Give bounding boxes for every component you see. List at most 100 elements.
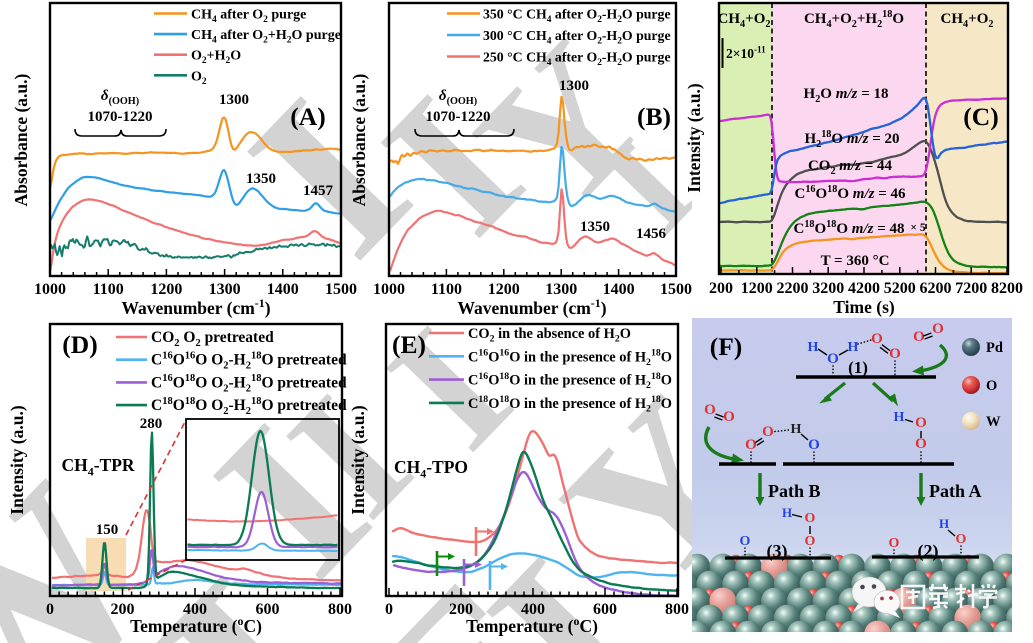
svg-text:400: 400 bbox=[183, 601, 207, 618]
svg-text:Time (s): Time (s) bbox=[833, 297, 895, 317]
svg-text:CO2 m/z = 44: CO2 m/z = 44 bbox=[808, 158, 893, 177]
svg-text:O: O bbox=[932, 321, 944, 337]
svg-text:7200: 7200 bbox=[955, 280, 987, 297]
svg-text:1400: 1400 bbox=[603, 281, 635, 298]
svg-text:1300: 1300 bbox=[219, 92, 249, 108]
svg-text:O: O bbox=[889, 346, 901, 362]
svg-text:O: O bbox=[740, 534, 751, 549]
svg-text:H: H bbox=[791, 422, 802, 437]
svg-text:1000: 1000 bbox=[373, 281, 405, 298]
svg-text:C16O16O O2-H218O pretreated: C16O16O O2-H218O pretreated bbox=[151, 351, 347, 372]
svg-text:C16O18O O2-H218O pretreated: C16O18O O2-H218O pretreated bbox=[151, 373, 347, 394]
svg-text:× 5: × 5 bbox=[910, 222, 925, 234]
svg-text:Absorbance (a.u.): Absorbance (a.u.) bbox=[11, 73, 31, 206]
svg-text:1100: 1100 bbox=[431, 281, 462, 298]
svg-text:280: 280 bbox=[140, 416, 163, 432]
svg-text:Intensity (a.u.): Intensity (a.u.) bbox=[684, 83, 704, 193]
svg-text:Wavenumber (cm-1): Wavenumber (cm-1) bbox=[457, 296, 606, 318]
svg-text:1350: 1350 bbox=[246, 171, 276, 187]
svg-text:O: O bbox=[913, 329, 925, 345]
svg-text:CH4+O2: CH4+O2 bbox=[718, 11, 771, 30]
svg-text:1300: 1300 bbox=[559, 78, 589, 94]
svg-text:O: O bbox=[986, 378, 997, 394]
svg-text:O: O bbox=[762, 424, 774, 440]
svg-text:1400: 1400 bbox=[267, 281, 299, 298]
svg-text:1100: 1100 bbox=[93, 281, 124, 298]
svg-text:C16O18O m/z = 46: C16O18O m/z = 46 bbox=[794, 184, 906, 202]
svg-text:200: 200 bbox=[709, 280, 733, 297]
svg-text:0: 0 bbox=[46, 601, 54, 618]
svg-text:2200: 2200 bbox=[777, 280, 809, 297]
svg-text:Intensity (a.u.): Intensity (a.u.) bbox=[348, 405, 368, 515]
svg-text:(D): (D) bbox=[62, 330, 97, 359]
svg-text:T = 360 °C: T = 360 °C bbox=[821, 253, 890, 269]
svg-text:Absorbance (a.u.): Absorbance (a.u.) bbox=[349, 73, 369, 206]
svg-text:800: 800 bbox=[665, 601, 689, 618]
svg-text:O: O bbox=[915, 436, 927, 452]
svg-text:Path A: Path A bbox=[929, 481, 982, 501]
svg-text:1200: 1200 bbox=[741, 280, 773, 297]
svg-text:1070-1220: 1070-1220 bbox=[426, 109, 491, 125]
svg-text:O: O bbox=[889, 536, 900, 551]
svg-text:W: W bbox=[986, 414, 1001, 430]
svg-text:(C): (C) bbox=[963, 102, 998, 131]
svg-text:O: O bbox=[808, 437, 820, 453]
svg-text:O: O bbox=[915, 415, 927, 431]
svg-text:O: O bbox=[956, 532, 967, 547]
svg-text:O: O bbox=[805, 511, 816, 526]
svg-text:C18O18O in the presence of H21: C18O18O in the presence of H218O bbox=[468, 394, 672, 414]
svg-text:H218O m/z = 20: H218O m/z = 20 bbox=[804, 129, 899, 150]
svg-text:CO2 in the absence of H2O: CO2 in the absence of H2O bbox=[468, 326, 631, 345]
svg-text:400: 400 bbox=[521, 601, 545, 618]
svg-text:(2): (2) bbox=[918, 541, 939, 562]
svg-text:H: H bbox=[939, 516, 949, 531]
svg-text:2×10-11: 2×10-11 bbox=[726, 45, 766, 61]
svg-text:H: H bbox=[808, 340, 819, 355]
svg-text:1200: 1200 bbox=[150, 281, 182, 298]
svg-text:CH4-TPO: CH4-TPO bbox=[394, 457, 468, 480]
svg-text:C18O18O m/z = 48: C18O18O m/z = 48 bbox=[793, 219, 904, 237]
svg-text:1070-1220: 1070-1220 bbox=[88, 109, 153, 125]
svg-text:1500: 1500 bbox=[660, 281, 692, 298]
svg-text:O2: O2 bbox=[191, 69, 207, 87]
svg-text:H: H bbox=[848, 340, 859, 355]
svg-text:C18O18O O2-H218O pretreated: C18O18O O2-H218O pretreated bbox=[151, 396, 347, 417]
svg-text:200: 200 bbox=[111, 601, 135, 618]
svg-text:1000: 1000 bbox=[34, 281, 66, 298]
svg-text:150: 150 bbox=[96, 522, 119, 538]
svg-text:H2O m/z = 18: H2O m/z = 18 bbox=[804, 86, 889, 105]
svg-text:1200: 1200 bbox=[488, 281, 520, 298]
svg-text:0: 0 bbox=[385, 601, 393, 618]
svg-text:350 °C CH4 after O2-H2O purge: 350 °C CH4 after O2-H2O purge bbox=[483, 7, 671, 25]
svg-text:H: H bbox=[894, 410, 905, 425]
svg-text:H: H bbox=[782, 505, 792, 520]
svg-text:CH4-TPR: CH4-TPR bbox=[61, 455, 134, 478]
svg-text:(F): (F) bbox=[710, 332, 743, 361]
svg-text:1350: 1350 bbox=[580, 219, 610, 235]
svg-text:1300: 1300 bbox=[209, 281, 241, 298]
svg-text:250 °C CH4 after O2-H2O purge: 250 °C CH4 after O2-H2O purge bbox=[483, 50, 671, 68]
svg-text:4200: 4200 bbox=[848, 280, 880, 297]
svg-text:Temperature (oC): Temperature (oC) bbox=[130, 614, 262, 636]
svg-text:CH4+O2+H218O: CH4+O2+H218O bbox=[804, 9, 904, 30]
svg-text:1457: 1457 bbox=[303, 183, 334, 199]
svg-text:1500: 1500 bbox=[325, 281, 357, 298]
svg-text:CH4+O2: CH4+O2 bbox=[941, 11, 994, 30]
svg-text:O: O bbox=[805, 534, 816, 549]
svg-text:δ(OOH): δ(OOH) bbox=[439, 88, 477, 107]
svg-text:CH4 after O2 purge: CH4 after O2 purge bbox=[191, 8, 306, 26]
svg-text:(B): (B) bbox=[637, 102, 671, 131]
svg-text:CH4 after O2+H2O purge: CH4 after O2+H2O purge bbox=[191, 28, 341, 46]
svg-text:Path B: Path B bbox=[768, 481, 821, 501]
svg-text:8200: 8200 bbox=[991, 280, 1023, 297]
svg-text:1300: 1300 bbox=[545, 281, 577, 298]
svg-text:Wavenumber (cm-1): Wavenumber (cm-1) bbox=[121, 296, 270, 318]
svg-text:(1): (1) bbox=[848, 358, 868, 377]
svg-text:CO2 O2 pretreated: CO2 O2 pretreated bbox=[151, 329, 274, 349]
svg-text:(A): (A) bbox=[290, 102, 325, 131]
svg-text:200: 200 bbox=[449, 601, 473, 618]
svg-text:3200: 3200 bbox=[812, 280, 844, 297]
svg-text:O: O bbox=[871, 331, 883, 347]
svg-text:O: O bbox=[827, 351, 839, 367]
svg-text:C16O18O in the presence of H21: C16O18O in the presence of H218O bbox=[468, 371, 672, 391]
